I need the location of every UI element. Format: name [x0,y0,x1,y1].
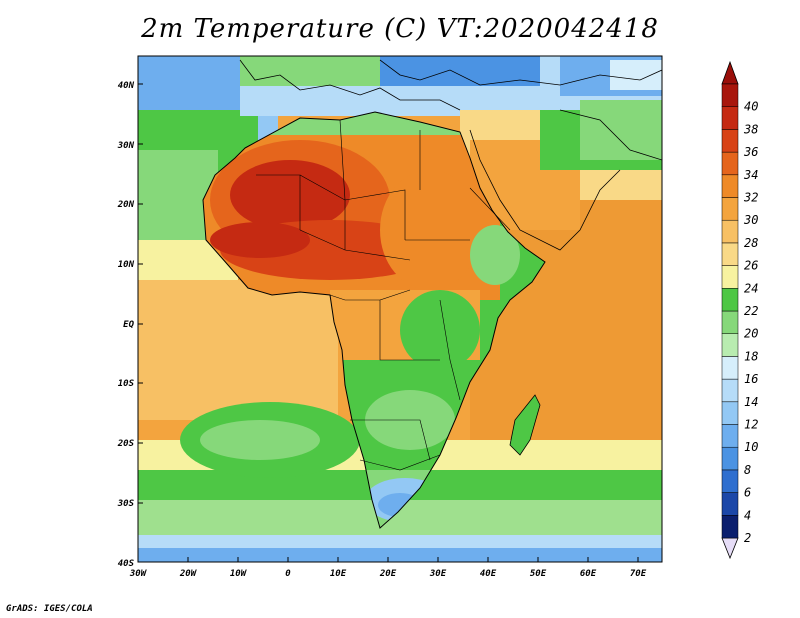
plot-frame [137,55,663,563]
colorbar-label: 6 [744,486,751,500]
colorbar-swatch [721,492,739,516]
colorbar-label: 38 [743,122,758,136]
lon-label-50e: 50E [530,569,547,579]
lon-label-0: 0 [285,569,291,579]
temperature-field [138,56,662,562]
page-title: 2m Temperature (C) VT:2020042418 [141,14,659,44]
lon-label-20e: 20E [379,569,397,579]
colorbar-min-arrow [721,537,739,560]
colorbar-swatch [721,288,739,312]
colorbar-label: 30 [743,213,758,227]
colorbar-swatch [721,378,739,403]
colorbar-label: 26 [744,259,758,273]
coastlines [239,59,662,251]
colorbar-swatch [721,106,739,130]
lon-label-70e: 70E [630,569,647,579]
lon-label-30e: 30E [429,569,447,579]
colorbar-swatch [721,265,739,289]
colorbar-label: 10 [744,440,758,454]
colorbar-label: 22 [744,304,758,318]
colorbar-swatch [721,129,739,153]
lat-label-10s: 10S [118,379,135,389]
lat-label-30n: 30N [117,141,135,151]
lat-label-10n: 10N [118,260,135,270]
colorbar-swatch [721,174,739,198]
colorbar-label: 18 [744,349,758,363]
colorbar-label: 34 [743,168,758,182]
lat-label-40s: 40S [118,559,135,569]
colorbar-label: 40 [744,100,758,114]
colorbar-swatch [721,83,739,107]
lat-label-eq: EQ [123,320,134,330]
lon-label-10e: 10E [330,569,347,579]
colorbar-swatch [721,424,739,448]
colorbar-swatch [721,515,739,539]
colorbar-swatch [721,401,739,425]
colorbar-swatch [721,446,739,471]
colorbar-max-arrow [721,60,739,85]
colorbar-label: 14 [744,395,758,409]
lat-label-20n: 20N [117,200,135,210]
colorbar-swatch [721,197,739,221]
lat-label-30s: 30S [117,499,135,509]
madagascar [509,394,541,456]
colorbar-label: 24 [744,281,758,295]
colorbar-swatch [721,356,739,380]
lon-label-30w: 30W [129,569,148,579]
lon-label-10w: 10W [230,569,248,579]
colorbar-label: 4 [744,508,751,522]
colorbar-label: 2 [744,531,751,545]
colorbar-swatch [721,242,739,266]
country-borders [256,119,511,471]
colorbar-swatch [721,333,739,357]
colorbar-swatch [721,469,739,493]
lon-label-20w: 20W [179,569,198,579]
colorbar-label: 8 [744,463,751,477]
colorbar-label: 12 [744,418,758,432]
lon-label-40e: 40E [480,569,497,579]
colorbar-label: 20 [744,327,758,341]
colorbar-swatch [721,310,739,334]
grads-credit: GrADS: IGES/COLA [6,604,93,614]
colorbar-swatch [721,151,739,176]
colorbar-label: 36 [743,145,758,159]
lon-label-60e: 60E [580,569,597,579]
colorbar-label: 32 [743,191,758,205]
lat-label-40n: 40N [118,81,135,91]
colorbar-label: 16 [744,372,758,386]
colorbar-label: 28 [744,236,758,250]
colorbar-swatch [721,219,739,244]
lat-label-20s: 20S [117,439,135,449]
